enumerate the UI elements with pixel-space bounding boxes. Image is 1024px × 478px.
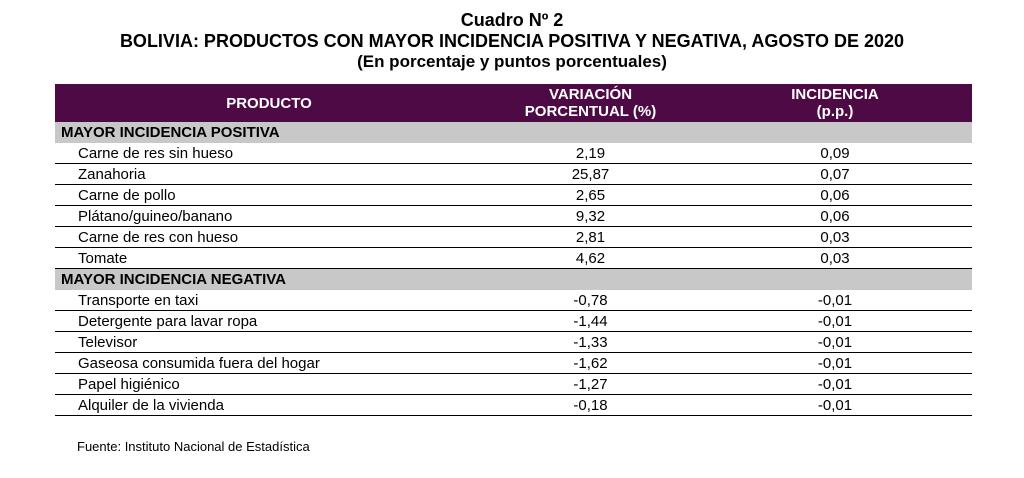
- table-row: Televisor -1,33 -0,01: [55, 332, 972, 353]
- table-row: Alquiler de la vivienda -0,18 -0,01: [55, 395, 972, 416]
- table-title: Cuadro Nº 2: [460, 10, 564, 30]
- cell-variation: -1,44: [573, 313, 608, 330]
- cell-variation: -0,78: [573, 292, 608, 309]
- table-header: PRODUCTO VARIACIÓN PORCENTUAL (%) INCIDE…: [55, 84, 972, 122]
- cell-incidence: -0,01: [817, 334, 853, 351]
- cell-variation: 2,65: [575, 187, 606, 204]
- table-row: Detergente para lavar ropa -1,44 -0,01: [55, 311, 972, 332]
- table-row: Carne de res con hueso 2,81 0,03: [55, 227, 972, 248]
- cell-incidence: -0,01: [817, 376, 853, 393]
- cell-variation: -0,18: [573, 397, 608, 414]
- header-variation: VARIACIÓN PORCENTUAL (%): [483, 86, 698, 120]
- cell-product: Carne de res sin hueso: [78, 145, 234, 162]
- cell-variation: 2,81: [575, 229, 606, 246]
- table-row: Zanahoria 25,87 0,07: [55, 164, 972, 185]
- cell-incidence: 0,03: [820, 229, 850, 246]
- table-subtitle: BOLIVIA: PRODUCTOS CON MAYOR INCIDENCIA …: [119, 31, 905, 51]
- cell-product: Transporte en taxi: [78, 292, 199, 309]
- table-row: Transporte en taxi -0,78 -0,01: [55, 290, 972, 311]
- cell-incidence: -0,01: [817, 355, 853, 372]
- cell-product: Televisor: [78, 334, 138, 351]
- cell-variation: 25,87: [571, 166, 610, 183]
- cell-incidence: 0,09: [820, 145, 850, 162]
- cell-variation: -1,62: [573, 355, 608, 372]
- table-row: Tomate 4,62 0,03: [55, 248, 972, 269]
- header-incidence-line2: (p.p.): [816, 103, 854, 120]
- cell-variation: -1,33: [573, 334, 608, 351]
- source-note: Fuente: Instituto Nacional de Estadístic…: [77, 439, 310, 454]
- section-negative-label: MAYOR INCIDENCIA NEGATIVA: [55, 269, 972, 290]
- cell-variation: 4,62: [575, 250, 606, 267]
- cell-product: Carne de res con hueso: [78, 229, 239, 246]
- cell-incidence: -0,01: [817, 397, 853, 414]
- header-incidence-line1: INCIDENCIA: [791, 86, 879, 103]
- header-variation-line1: VARIACIÓN: [548, 86, 633, 103]
- cell-incidence: -0,01: [817, 292, 853, 309]
- table-row: Plátano/guineo/banano 9,32 0,06: [55, 206, 972, 227]
- cell-product: Carne de pollo: [78, 187, 176, 204]
- cell-variation: 9,32: [575, 208, 606, 225]
- table-row: Carne de pollo 2,65 0,06: [55, 185, 972, 206]
- cell-product: Detergente para lavar ropa: [78, 313, 258, 330]
- cell-product: Gaseosa consumida fuera del hogar: [78, 355, 320, 372]
- cell-incidence: 0,06: [820, 187, 850, 204]
- header-variation-line2: PORCENTUAL (%): [524, 103, 657, 120]
- cell-variation: 2,19: [575, 145, 606, 162]
- header-incidence: INCIDENCIA (p.p.): [698, 86, 972, 120]
- cell-incidence: -0,01: [817, 313, 853, 330]
- cell-product: Papel higiénico: [78, 376, 180, 393]
- table-row: Carne de res sin hueso 2,19 0,09: [55, 143, 972, 164]
- title-block: Cuadro Nº 2 BOLIVIA: PRODUCTOS CON MAYOR…: [0, 10, 1024, 72]
- cell-product: Plátano/guineo/banano: [78, 208, 233, 225]
- cell-product: Tomate: [78, 250, 128, 267]
- cell-variation: -1,27: [573, 376, 608, 393]
- cell-incidence: 0,03: [820, 250, 850, 267]
- table-row: Papel higiénico -1,27 -0,01: [55, 374, 972, 395]
- header-product: PRODUCTO: [226, 94, 312, 112]
- cell-incidence: 0,07: [820, 166, 850, 183]
- cell-incidence: 0,06: [820, 208, 850, 225]
- table-units: (En porcentaje y puntos porcentuales): [357, 52, 667, 71]
- section-positive-label: MAYOR INCIDENCIA POSITIVA: [55, 122, 972, 143]
- cell-product: Zanahoria: [78, 166, 146, 183]
- data-table: PRODUCTO VARIACIÓN PORCENTUAL (%) INCIDE…: [55, 84, 972, 416]
- cell-product: Alquiler de la vivienda: [78, 397, 224, 414]
- table-row: Gaseosa consumida fuera del hogar -1,62 …: [55, 353, 972, 374]
